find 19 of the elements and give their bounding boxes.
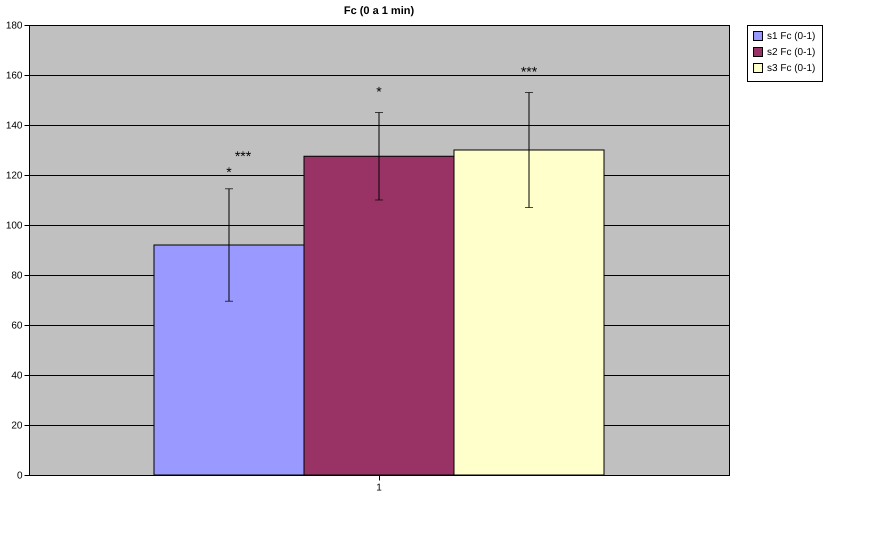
annotation: *** — [234, 148, 252, 164]
legend-label: s2 Fc (0-1) — [767, 47, 816, 58]
y-tick-label: 20 — [11, 420, 23, 432]
y-tick-label: 100 — [6, 220, 23, 232]
legend-label: s1 Fc (0-1) — [767, 31, 816, 42]
y-tick-label: 80 — [11, 270, 23, 282]
y-tick-label: 160 — [6, 70, 23, 82]
y-tick-label: 40 — [11, 370, 23, 382]
annotation: * — [226, 164, 232, 180]
y-tick-label: 140 — [6, 120, 23, 132]
y-tick-label: 0 — [16, 470, 23, 482]
y-tick-label: 180 — [6, 20, 23, 32]
legend-label: s3 Fc (0-1) — [767, 63, 816, 74]
y-tick-label: 120 — [6, 170, 23, 182]
x-tick-label: 1 — [376, 482, 382, 494]
annotation: * — [376, 84, 382, 100]
chart-title: Fc (0 a 1 min) — [344, 5, 414, 17]
annotation: *** — [520, 64, 538, 80]
y-tick-label: 60 — [11, 320, 23, 332]
